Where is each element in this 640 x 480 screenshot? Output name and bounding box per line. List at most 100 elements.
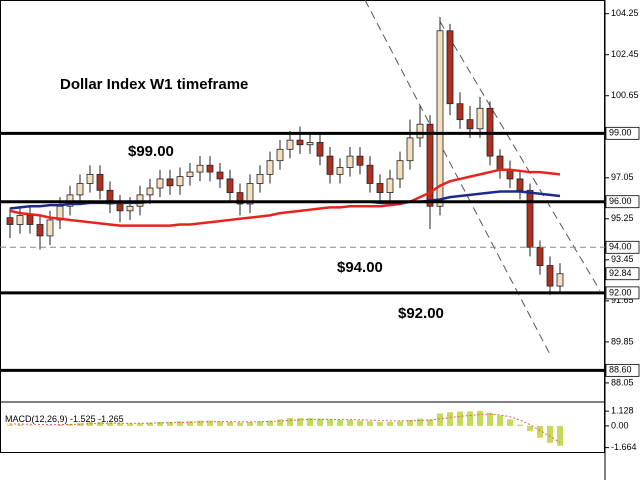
y-tick-label: 91.65 xyxy=(611,295,634,305)
candle-body xyxy=(296,139,304,146)
macd-bar xyxy=(197,420,203,426)
macd-bar xyxy=(57,424,63,426)
macd-bar xyxy=(347,420,353,426)
level-annotation: $92.00 xyxy=(398,305,444,322)
macd-bar xyxy=(437,413,443,426)
macd-bar xyxy=(287,418,293,426)
moving-average xyxy=(9,168,561,227)
macd-bar xyxy=(247,421,253,426)
y-tick-label: 102.45 xyxy=(611,49,639,59)
macd-bar xyxy=(467,411,473,426)
macd-bar xyxy=(427,419,433,426)
level-label: 96.00 xyxy=(609,196,632,206)
candle-body xyxy=(236,192,244,205)
macd-bar xyxy=(507,419,513,426)
level-label: 88.60 xyxy=(609,365,632,375)
macd-bar xyxy=(147,422,153,426)
candle-body xyxy=(76,183,84,196)
candle-body xyxy=(206,164,214,173)
candle-body xyxy=(166,178,174,187)
y-tick-label: 97.05 xyxy=(611,172,634,182)
level-label-box xyxy=(605,240,640,254)
candle-body xyxy=(386,178,394,193)
candle-body xyxy=(416,123,424,139)
level-label-box xyxy=(605,286,640,300)
macd-bar xyxy=(77,423,83,426)
macd-bar xyxy=(377,421,383,426)
macd-label: MACD(12,26,9) -1.525 -1.265 xyxy=(5,414,124,424)
candle-body xyxy=(456,103,464,121)
candle-body xyxy=(516,178,524,191)
macd-bar xyxy=(327,419,333,426)
macd-bar xyxy=(367,421,373,426)
candle-body xyxy=(6,217,14,225)
level-label: 92.00 xyxy=(609,287,632,297)
macd-tick-label: -1.664 xyxy=(611,442,637,452)
y-tick-label: 100.65 xyxy=(611,90,639,100)
candle-body xyxy=(356,155,364,166)
macd-bar xyxy=(97,421,103,426)
candle-body xyxy=(446,30,454,105)
level-label: 94.00 xyxy=(609,242,632,252)
macd-bar xyxy=(117,423,123,426)
candle-body xyxy=(476,107,484,130)
candle-body xyxy=(186,171,194,178)
macd-bar xyxy=(257,421,263,426)
candle-body xyxy=(36,224,44,237)
macd-name: MACD(12,26,9) xyxy=(5,414,68,424)
macd-bar xyxy=(297,418,303,426)
candle-body xyxy=(256,173,264,184)
candle-body xyxy=(496,155,504,171)
macd-bar xyxy=(47,425,53,426)
candle-body xyxy=(226,178,234,193)
macd-bar xyxy=(267,420,273,426)
macd-main: -1.525 xyxy=(70,414,96,424)
candle-body xyxy=(546,265,554,287)
macd-bar xyxy=(227,421,233,426)
macd-bar xyxy=(157,421,163,426)
y-tick-label: 88.05 xyxy=(611,377,634,387)
candle-body xyxy=(436,30,444,207)
last-price-box xyxy=(605,267,640,281)
macd-bar xyxy=(357,420,363,426)
y-tick-label: 95.25 xyxy=(611,213,634,223)
macd-bar xyxy=(177,421,183,426)
candle-body xyxy=(316,142,324,157)
candle-body xyxy=(46,219,54,237)
macd-bar xyxy=(307,418,313,426)
macd-bar xyxy=(487,412,493,426)
macd-bar xyxy=(517,424,523,426)
y-tick-label: 104.25 xyxy=(611,8,639,18)
level-label-box xyxy=(605,363,640,377)
candle-body xyxy=(176,176,184,187)
macd-bar xyxy=(237,422,243,426)
y-tick-label: 89.85 xyxy=(611,336,634,346)
macd-bar xyxy=(397,421,403,426)
macd-bar xyxy=(17,424,23,426)
level-annotation: $94.00 xyxy=(337,259,383,276)
macd-tick-label: 1.128 xyxy=(611,406,634,416)
level-label-box xyxy=(605,195,640,209)
candle-body xyxy=(116,203,124,212)
candle-body xyxy=(96,173,104,191)
macd-bar xyxy=(207,420,213,426)
moving-average xyxy=(9,190,561,210)
last-price-label: 92.84 xyxy=(609,268,632,278)
macd-tick-label: 0.00 xyxy=(611,420,629,430)
candle-body xyxy=(156,178,164,189)
trendline xyxy=(439,21,601,291)
macd-bar xyxy=(477,410,483,426)
candle-body xyxy=(376,183,384,193)
candle-body xyxy=(276,148,284,162)
candle-body xyxy=(406,137,414,162)
macd-bar xyxy=(317,418,323,426)
macd-bar xyxy=(167,421,173,426)
macd-bar xyxy=(187,421,193,426)
chart-title: Dollar Index W1 timeframe xyxy=(60,76,248,93)
level-annotation: $99.00 xyxy=(128,143,174,160)
macd-bar xyxy=(37,425,43,427)
macd-bar xyxy=(557,425,563,446)
macd-bar xyxy=(137,423,143,426)
candle-body xyxy=(266,160,274,175)
